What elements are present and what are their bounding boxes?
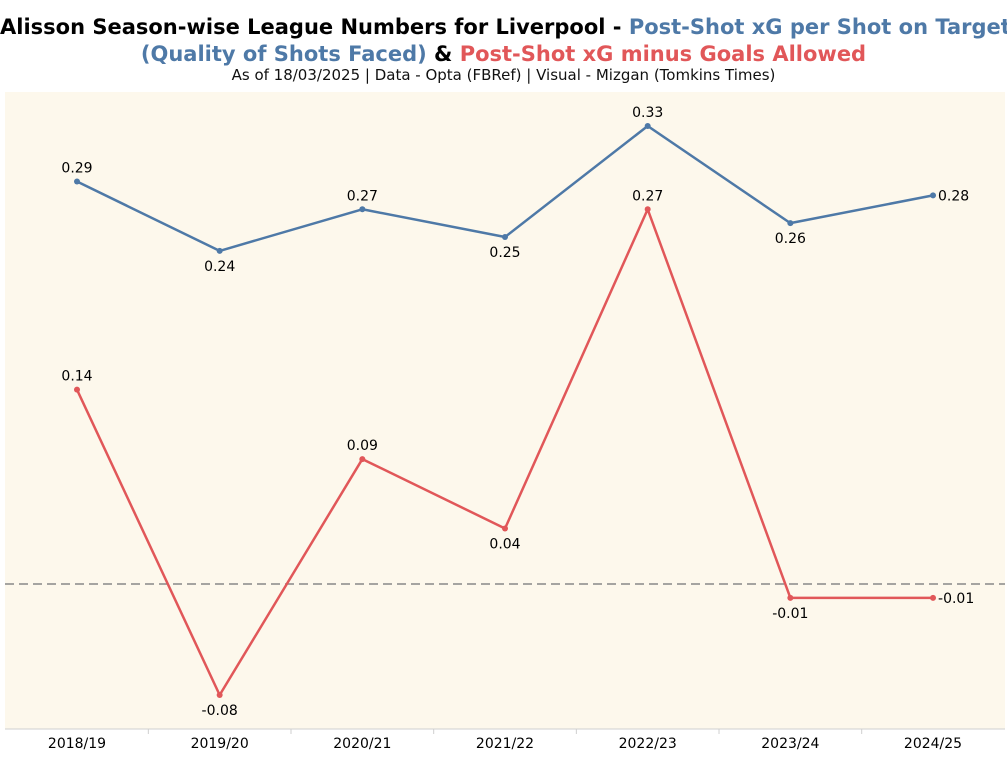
data-label: -0.01 [938,591,974,607]
data-point [74,386,80,393]
data-label: -0.01 [772,606,808,622]
plot-background [5,92,1005,729]
data-label: -0.08 [202,703,238,719]
data-point [502,234,509,241]
chart-subtitle: As of 18/03/2025 | Data - Opta (FBRef) |… [231,66,776,84]
data-label: 0.33 [632,105,663,121]
data-point [216,247,223,254]
title-part-main: Alisson Season-wise League Numbers for L… [0,15,629,39]
data-label: 0.27 [347,188,378,204]
x-axis-tick-label: 2022/23 [619,736,677,752]
data-point [216,692,223,698]
x-axis-tick-label: 2021/22 [476,736,534,752]
data-point [359,456,366,463]
series-psxg-minus-ga: 0.14 -0.08 0.09 0.04 0.27 -0.01 -0.01 [61,188,974,719]
data-label: 0.09 [347,438,378,454]
chart-title-line-2: (Quality of Shots Faced) & Post-Shot xG … [0,41,1007,67]
title-part-blue-series-cont: (Quality of Shots Faced) [140,42,427,66]
data-point [787,220,794,227]
x-axis-tick-label: 2019/20 [191,736,249,752]
data-label: 0.27 [632,188,663,204]
chart-header: Alisson Season-wise League Numbers for L… [0,0,1007,92]
title-part-blue-series: Post-Shot xG per Shot on Target [628,15,1007,39]
data-label: 0.24 [204,259,235,275]
x-axis-tick-label: 2020/21 [333,736,391,752]
series-psxg-per-sot: 0.29 0.24 0.27 0.25 0.33 0.26 0.28 [61,105,969,275]
data-label: 0.14 [61,369,92,385]
x-axis-ticks [147,729,863,734]
data-label: 0.04 [489,536,520,552]
data-label: 0.29 [61,161,92,177]
data-point [930,192,937,199]
data-label: 0.26 [775,231,806,247]
series-layer: 0.29 0.24 0.27 0.25 0.33 0.26 0.28 0.14 -0.08 0.0… [61,105,974,719]
x-axis-tick-label: 2023/24 [761,736,819,752]
data-point [644,206,651,213]
x-axis-tick-label: 2018/19 [48,736,106,752]
data-point [930,594,937,601]
x-axis-tick-label: 2024/25 [904,736,962,752]
data-point [74,178,80,185]
line-chart: 2018/19 2019/20 2020/21 2021/22 2022/23 2023/… [5,92,1005,752]
title-part-red-series: Post-Shot xG minus Goals Allowed [459,42,867,66]
data-point [787,594,794,601]
chart-title-line-1: Alisson Season-wise League Numbers for L… [0,14,1007,40]
data-label: 0.25 [489,245,520,261]
data-point [502,525,509,532]
data-point [644,123,651,129]
data-label: 0.28 [938,188,969,204]
title-part-ampersand: & [426,42,460,66]
x-axis-tick-labels: 2018/19 2019/20 2020/21 2021/22 2022/23 2023/… [48,736,962,752]
data-point [359,206,366,213]
